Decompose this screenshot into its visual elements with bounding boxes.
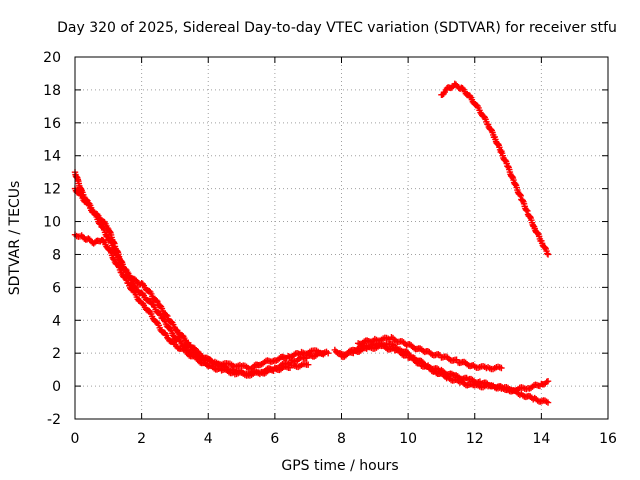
x-tick-label: 0 [71,431,80,447]
series-arc-c [71,231,312,379]
x-tick-label: 6 [270,431,279,447]
y-tick-label: 2 [52,346,61,362]
plot-marks [71,80,552,406]
series-arc-e [338,342,552,394]
plot-frame [74,56,609,420]
data-point [77,191,84,198]
series-arc-b [71,185,329,378]
x-tick-label: 12 [466,431,484,447]
data-point [544,251,552,258]
y-tick-label: 6 [52,280,61,296]
x-tick-label: 14 [532,431,550,447]
x-tick-label: 16 [599,431,617,447]
series-arc-g [438,80,552,258]
y-tick-label: -2 [47,412,61,428]
data-point [130,288,138,295]
y-tick-label: 20 [43,50,61,66]
data-point [268,358,276,365]
x-tick-label: 2 [137,431,146,447]
data-point [541,244,549,251]
data-point [448,84,456,91]
x-tick-label: 4 [204,431,213,447]
chart-title: Day 320 of 2025, Sidereal Day-to-day VTE… [57,20,617,36]
series-arc-f [354,333,505,373]
y-tick-label: 4 [52,313,61,329]
data-point [544,399,552,406]
axis-ticks: 0 2 4 6 8 10 12 14 16 -2 0 2 4 6 8 10 12 14 16 18 20 [43,50,617,447]
data-point [321,349,329,357]
y-tick-label: 14 [43,149,61,165]
y-tick-label: 18 [43,83,61,99]
x-axis-label: GPS time / hours [281,458,398,474]
data-point [498,364,505,372]
data-point [534,229,541,237]
data-point [459,84,466,92]
data-point [544,250,551,257]
data-point [164,312,171,320]
y-tick-label: 0 [52,379,61,395]
data-point [154,298,161,305]
x-tick-label: 8 [337,431,346,447]
data-point [163,311,170,319]
data-point [304,361,312,368]
data-point [543,398,550,405]
data-point [544,377,552,385]
series-arc-a [71,168,332,373]
data-point [124,268,131,276]
y-tick-label: 10 [43,215,61,231]
y-tick-label: 12 [43,182,61,198]
data-point [153,297,160,304]
y-axis-label: SDTVAR / TECUs [7,181,23,296]
y-tick-label: 16 [43,116,61,132]
y-tick-label: 8 [52,247,61,263]
grid [75,57,608,419]
x-tick-label: 10 [399,431,417,447]
